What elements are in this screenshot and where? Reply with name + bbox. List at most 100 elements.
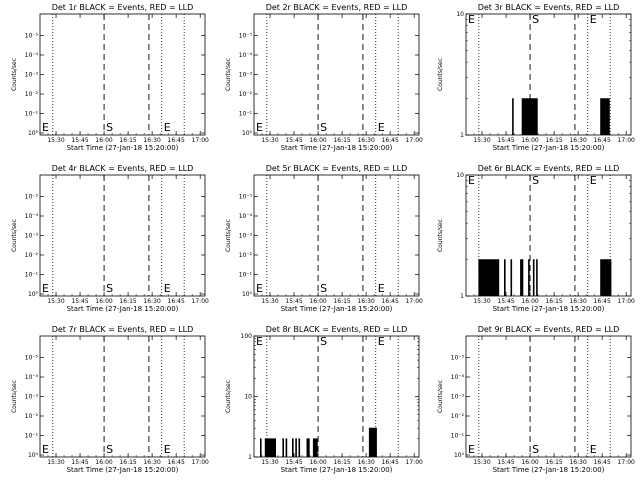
- x-tick-label: 16:15: [545, 137, 562, 144]
- y-tick-label: 10: [456, 11, 464, 18]
- x-tick-label: 16:00: [521, 137, 538, 144]
- y-tick-label: 10⁻²: [25, 252, 39, 259]
- panel-4: Det 4r BLACK = Events, RED = LLD Counts/s…: [11, 164, 209, 313]
- x-tick-label: 16:45: [168, 298, 185, 305]
- x-tick-label: 15:45: [497, 137, 514, 144]
- marker-label: E: [164, 443, 171, 456]
- x-tick-label: 16:15: [545, 298, 562, 305]
- marker-label: S: [106, 282, 113, 295]
- x-tick-label: 17:00: [406, 459, 423, 466]
- y-tick-label: 10⁻⁵: [25, 355, 39, 362]
- x-tick-label: 15:30: [473, 459, 490, 466]
- x-tick-label: 15:45: [71, 459, 88, 466]
- x-tick-label: 16:45: [594, 298, 611, 305]
- y-tick-label: 10⁰: [28, 452, 39, 459]
- x-tick-label: 15:30: [261, 137, 278, 144]
- x-tick-label: 16:30: [357, 137, 374, 144]
- y-axis-label: Counts/sec: [225, 219, 232, 252]
- panel-title: Det 6r BLACK = Events, RED = LLD: [478, 164, 620, 173]
- x-tick-label: 15:45: [285, 298, 302, 305]
- panel-2: Det 2r BLACK = Events, RED = LLD Counts/s…: [225, 3, 423, 152]
- x-tick-label: 15:45: [285, 137, 302, 144]
- y-tick-label: 10⁻¹: [25, 272, 39, 279]
- x-tick-label: 15:30: [261, 459, 278, 466]
- y-tick-label: 10⁰: [28, 130, 39, 137]
- y-tick-label: 10⁻¹: [239, 272, 253, 279]
- x-tick-label: 16:00: [309, 298, 326, 305]
- x-tick-label: 16:00: [309, 137, 326, 144]
- x-tick-label: 16:30: [143, 459, 160, 466]
- x-tick-label: 16:30: [143, 137, 160, 144]
- x-axis-label: Start Time (27-Jan-18 15:20:00): [281, 144, 393, 152]
- marker-label: S: [532, 443, 539, 456]
- x-tick-label: 16:15: [119, 137, 136, 144]
- marker-label: S: [320, 335, 327, 348]
- y-tick-label: 10⁻⁴: [451, 374, 465, 381]
- panel-title: Det 7r BLACK = Events, RED = LLD: [52, 325, 194, 334]
- x-tick-label: 15:45: [71, 137, 88, 144]
- x-tick-label: 16:15: [333, 459, 350, 466]
- y-axis-label: Counts/sec: [11, 219, 18, 252]
- x-axis-label: Start Time (27-Jan-18 15:20:00): [493, 144, 605, 152]
- marker-label: E: [468, 443, 475, 456]
- y-tick-label: 1: [460, 132, 464, 139]
- panel-title: Det 9r BLACK = Events, RED = LLD: [478, 325, 620, 334]
- x-tick-label: 16:15: [545, 459, 562, 466]
- plot-frame: [39, 174, 206, 297]
- marker-label: S: [320, 121, 327, 134]
- y-tick-label: 10⁻¹: [451, 433, 465, 440]
- plot-frame: [39, 13, 206, 136]
- marker-label: E: [468, 13, 475, 26]
- panel-title: Det 3r BLACK = Events, RED = LLD: [478, 3, 620, 12]
- marker-label: E: [164, 282, 171, 295]
- x-tick-label: 16:45: [382, 298, 399, 305]
- x-tick-label: 15:30: [47, 459, 64, 466]
- y-tick-label: 10⁻³: [25, 72, 39, 79]
- y-axis-label: Counts/sec: [225, 58, 232, 91]
- y-tick-label: 10⁻⁵: [25, 194, 39, 201]
- panel-title: Det 2r BLACK = Events, RED = LLD: [266, 3, 408, 12]
- marker-label: E: [42, 282, 49, 295]
- y-tick-label: 10⁻²: [25, 91, 39, 98]
- y-axis-label: Counts/sec: [225, 380, 232, 413]
- y-tick-label: 10: [456, 172, 464, 179]
- y-tick-label: 10⁻⁴: [239, 213, 253, 220]
- x-tick-label: 15:30: [261, 298, 278, 305]
- panel-title: Det 8r BLACK = Events, RED = LLD: [266, 325, 408, 334]
- marker-label: E: [42, 121, 49, 134]
- x-tick-label: 16:30: [357, 459, 374, 466]
- x-axis-label: Start Time (27-Jan-18 15:20:00): [67, 144, 179, 152]
- x-tick-label: 15:30: [473, 137, 490, 144]
- panel-title: Det 4r BLACK = Events, RED = LLD: [52, 164, 194, 173]
- x-tick-label: 16:15: [119, 298, 136, 305]
- y-tick-label: 10⁻²: [25, 413, 39, 420]
- x-tick-label: 16:30: [569, 459, 586, 466]
- x-tick-label: 15:45: [71, 298, 88, 305]
- x-tick-label: 16:00: [521, 459, 538, 466]
- panel-3: Det 3r BLACK = Events, RED = LLD Counts/s…: [437, 3, 635, 152]
- marker-label: S: [532, 13, 539, 26]
- panel-title: Det 1r BLACK = Events, RED = LLD: [52, 3, 194, 12]
- y-tick-label: 10⁻³: [239, 72, 253, 79]
- panel-title: Det 5r BLACK = Events, RED = LLD: [266, 164, 408, 173]
- y-tick-label: 10⁻¹: [25, 433, 39, 440]
- x-tick-label: 16:30: [357, 298, 374, 305]
- x-tick-label: 16:45: [168, 137, 185, 144]
- y-tick-label: 10⁰: [242, 291, 253, 298]
- marker-label: E: [256, 121, 263, 134]
- y-tick-label: 10⁻¹: [25, 111, 39, 118]
- y-tick-label: 10⁰: [242, 130, 253, 137]
- panel-7: Det 7r BLACK = Events, RED = LLD Counts/s…: [11, 325, 209, 474]
- marker-label: E: [378, 335, 385, 348]
- x-axis-label: Start Time (27-Jan-18 15:20:00): [67, 466, 179, 474]
- x-tick-label: 16:00: [309, 459, 326, 466]
- y-tick-label: 10⁻⁴: [25, 374, 39, 381]
- x-tick-label: 17:00: [618, 459, 635, 466]
- y-axis-label: Counts/sec: [437, 219, 444, 252]
- x-axis-label: Start Time (27-Jan-18 15:20:00): [493, 466, 605, 474]
- marker-label: S: [532, 174, 539, 187]
- plot-frame: [465, 335, 632, 458]
- x-tick-label: 16:30: [569, 298, 586, 305]
- plot-frame: [253, 174, 420, 297]
